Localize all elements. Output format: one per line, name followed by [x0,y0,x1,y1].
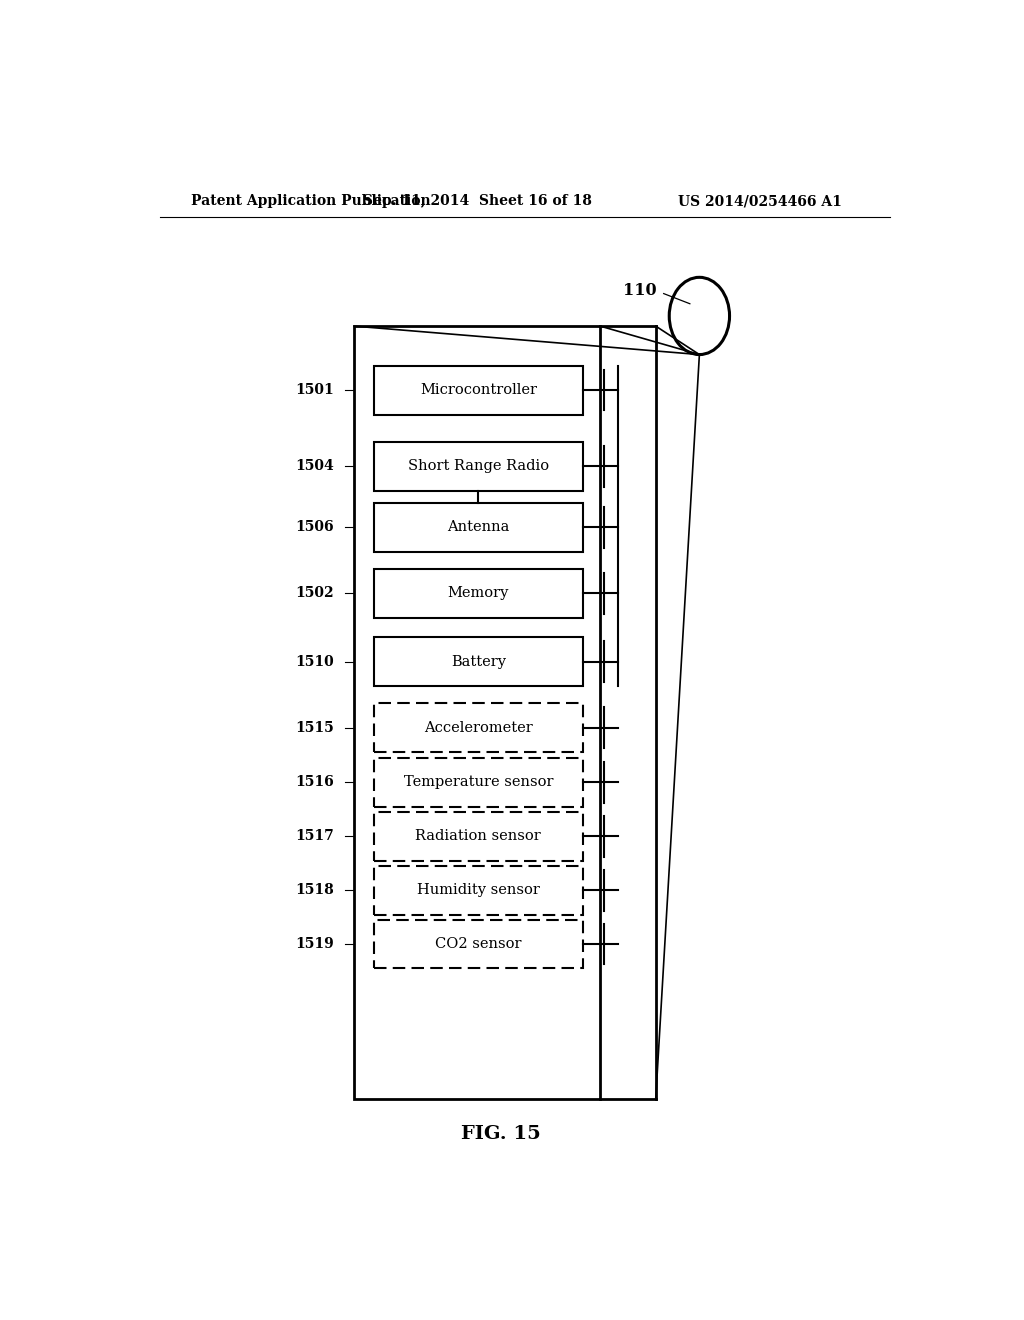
Text: 1519: 1519 [296,937,334,952]
Text: CO2 sensor: CO2 sensor [435,937,521,952]
Text: 110: 110 [623,282,656,300]
Text: Radiation sensor: Radiation sensor [416,829,542,843]
Bar [354,326,600,1098]
Text: 1501: 1501 [296,383,334,397]
Text: 1504: 1504 [296,459,334,474]
Bar [374,920,583,969]
Text: Microcontroller: Microcontroller [420,383,537,397]
Text: Sep. 11, 2014  Sheet 16 of 18: Sep. 11, 2014 Sheet 16 of 18 [362,194,592,209]
Text: 1515: 1515 [296,721,334,735]
Text: Accelerometer: Accelerometer [424,721,532,735]
Bar [374,503,583,552]
Text: Short Range Radio: Short Range Radio [408,459,549,474]
Bar [374,866,583,915]
Bar [374,366,583,414]
Bar [374,704,583,752]
Bar [374,442,583,491]
Bar [374,758,583,807]
Text: 1516: 1516 [296,775,334,789]
Text: Antenna: Antenna [447,520,510,535]
Bar [374,638,583,686]
Bar [374,812,583,861]
Text: Patent Application Publication: Patent Application Publication [191,194,431,209]
Text: 1502: 1502 [296,586,334,601]
Text: Memory: Memory [447,586,509,601]
Text: Battery: Battery [451,655,506,668]
Text: 1506: 1506 [296,520,334,535]
Text: FIG. 15: FIG. 15 [461,1125,541,1143]
Bar [374,569,583,618]
Text: Temperature sensor: Temperature sensor [403,775,553,789]
Text: 1510: 1510 [296,655,334,668]
Text: Humidity sensor: Humidity sensor [417,883,540,898]
Text: 1518: 1518 [296,883,334,898]
Text: 1517: 1517 [296,829,334,843]
Text: US 2014/0254466 A1: US 2014/0254466 A1 [678,194,842,209]
